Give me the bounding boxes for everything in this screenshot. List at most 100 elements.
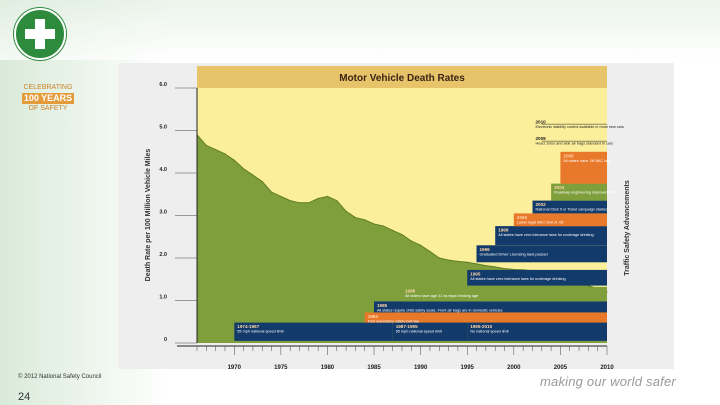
axes: 0 1.0 2.0 3.0 4.0 5.0 6.0 1970 1975 1980 1985 1990 1…	[159, 82, 614, 371]
x-tick-label: 1975	[274, 365, 288, 371]
milestone-bar	[476, 245, 607, 263]
death-rate-point	[215, 149, 217, 151]
badge-line-1: CELEBRATING	[23, 84, 73, 91]
death-rate-point	[401, 234, 403, 236]
death-rate-point	[317, 197, 319, 200]
death-rate-point	[382, 225, 384, 227]
death-rate-point	[364, 219, 366, 221]
death-rate-point	[345, 210, 347, 212]
milestone-bar	[374, 301, 607, 313]
x-tick-label: 1985	[367, 365, 381, 371]
milestone-year: 2000	[517, 215, 528, 220]
milestone-text: First mandatory safety belt law	[368, 319, 420, 323]
milestone-year: 1995	[470, 271, 481, 276]
tagline: making our world safer	[540, 374, 676, 389]
x-tick-label: 2010	[600, 365, 614, 371]
death-rate-point	[205, 144, 207, 146]
milestone-text: No national speed limit	[470, 330, 509, 334]
death-rate-point	[373, 223, 375, 225]
milestone-year: 1974-1987	[237, 324, 259, 329]
death-rate-point	[261, 180, 263, 183]
death-rate-point	[224, 153, 226, 155]
centennial-badge: CELEBRATING 100 YEARS OF SAFETY	[18, 84, 78, 113]
milestone-bar	[234, 322, 393, 341]
death-rate-point	[233, 159, 235, 161]
copyright-text: © 2012 National Safety Council	[18, 374, 102, 380]
y-tick-label: 3.0	[159, 210, 167, 216]
milestone-bar	[532, 200, 607, 214]
milestone-year: 1995-2010	[470, 324, 492, 329]
death-rate-point	[354, 217, 356, 219]
page-number: 24	[18, 391, 31, 403]
chart-title-bar	[197, 66, 607, 88]
y-tick-label: 4.0	[159, 167, 167, 173]
death-rate-point	[457, 260, 459, 262]
milestone-bar	[364, 312, 607, 323]
milestone-year: 1988	[405, 288, 416, 293]
death-rate-point	[466, 261, 468, 263]
milestone-text: All states have zero tolerance laws for …	[470, 277, 565, 281]
y-tick-label: 1.0	[159, 295, 167, 301]
milestone-year: 2004	[554, 185, 565, 190]
milestone-text: 65 mph national speed limit	[396, 330, 443, 334]
milestone-text: All states have zero tolerance laws for …	[498, 233, 593, 237]
milestone-year: 1984	[368, 314, 379, 319]
milestone-year: 2009	[536, 136, 547, 141]
death-rate-point	[308, 202, 310, 204]
milestone-text: All states have age 21 as legal drinking…	[405, 294, 478, 298]
chart-title: Motor Vehicle Death Rates	[339, 73, 465, 84]
milestone-year: 1985	[377, 303, 388, 308]
death-rate-point	[336, 200, 338, 202]
x-tick-label: 1995	[461, 365, 475, 371]
milestone-bar	[467, 322, 607, 341]
milestone-bar	[402, 286, 607, 302]
y-axis-label: Death Rate per 100 Million Vehicle Miles	[145, 149, 152, 282]
milestone-bar	[513, 213, 607, 227]
badge-line-2: 100 YEARS	[22, 93, 74, 104]
death-rate-point	[475, 263, 478, 265]
milestone-year: 1998	[498, 228, 509, 233]
y-tick-label: 0	[164, 337, 167, 343]
milestone-text: All states require child safety seats. F…	[377, 308, 503, 312]
death-rate-point	[243, 168, 245, 170]
milestone-text: Lower legal BAC limit of .08	[517, 220, 564, 224]
death-rate-point	[513, 268, 515, 271]
milestone-text: Electronic stability control available i…	[536, 125, 625, 129]
death-rate-point	[289, 200, 291, 202]
milestone-year: 2010	[536, 119, 547, 124]
milestone-text: Head, torso and side air bags standard i…	[536, 142, 614, 146]
death-rate-point	[410, 240, 412, 242]
milestone-year: 2002	[536, 202, 547, 207]
death-rate-point	[326, 195, 329, 197]
milestone-text: Roadway engineering improvements	[554, 191, 616, 195]
x-tick-label: 1990	[414, 365, 428, 371]
logo-cross-horizontal	[25, 29, 55, 39]
death-rate-point	[429, 251, 431, 253]
y-tick-label: 5.0	[159, 125, 167, 131]
milestone-bar	[560, 151, 607, 184]
death-rate-point	[438, 257, 440, 259]
right-axis-label: Traffic Safety Advancements	[624, 180, 631, 276]
death-rate-point	[420, 244, 422, 246]
safety-council-logo	[14, 8, 66, 60]
milestone-text: 55 mph national speed limit	[237, 330, 284, 334]
death-rate-point	[298, 202, 301, 204]
death-rate-point	[448, 259, 450, 261]
death-rate-point	[270, 191, 273, 193]
milestone-bar	[392, 322, 468, 341]
milestone-text: All states have .08 BAC law	[563, 159, 610, 163]
death-rate-point	[252, 174, 254, 176]
x-tick-label: 1970	[228, 365, 242, 371]
badge-line-3: OF SAFETY	[28, 105, 68, 112]
milestone-year: 1996	[480, 247, 491, 252]
death-rate-point	[494, 266, 496, 268]
milestone-year: 2005	[563, 153, 574, 158]
x-tick-label: 1980	[321, 365, 335, 371]
death-rate-point	[280, 195, 282, 197]
death-rate-point	[485, 265, 487, 267]
top-gradient-background	[0, 0, 720, 60]
milestone-text: National Click It or Ticket campaign sta…	[536, 208, 608, 212]
x-tick-label: 2005	[554, 365, 568, 371]
